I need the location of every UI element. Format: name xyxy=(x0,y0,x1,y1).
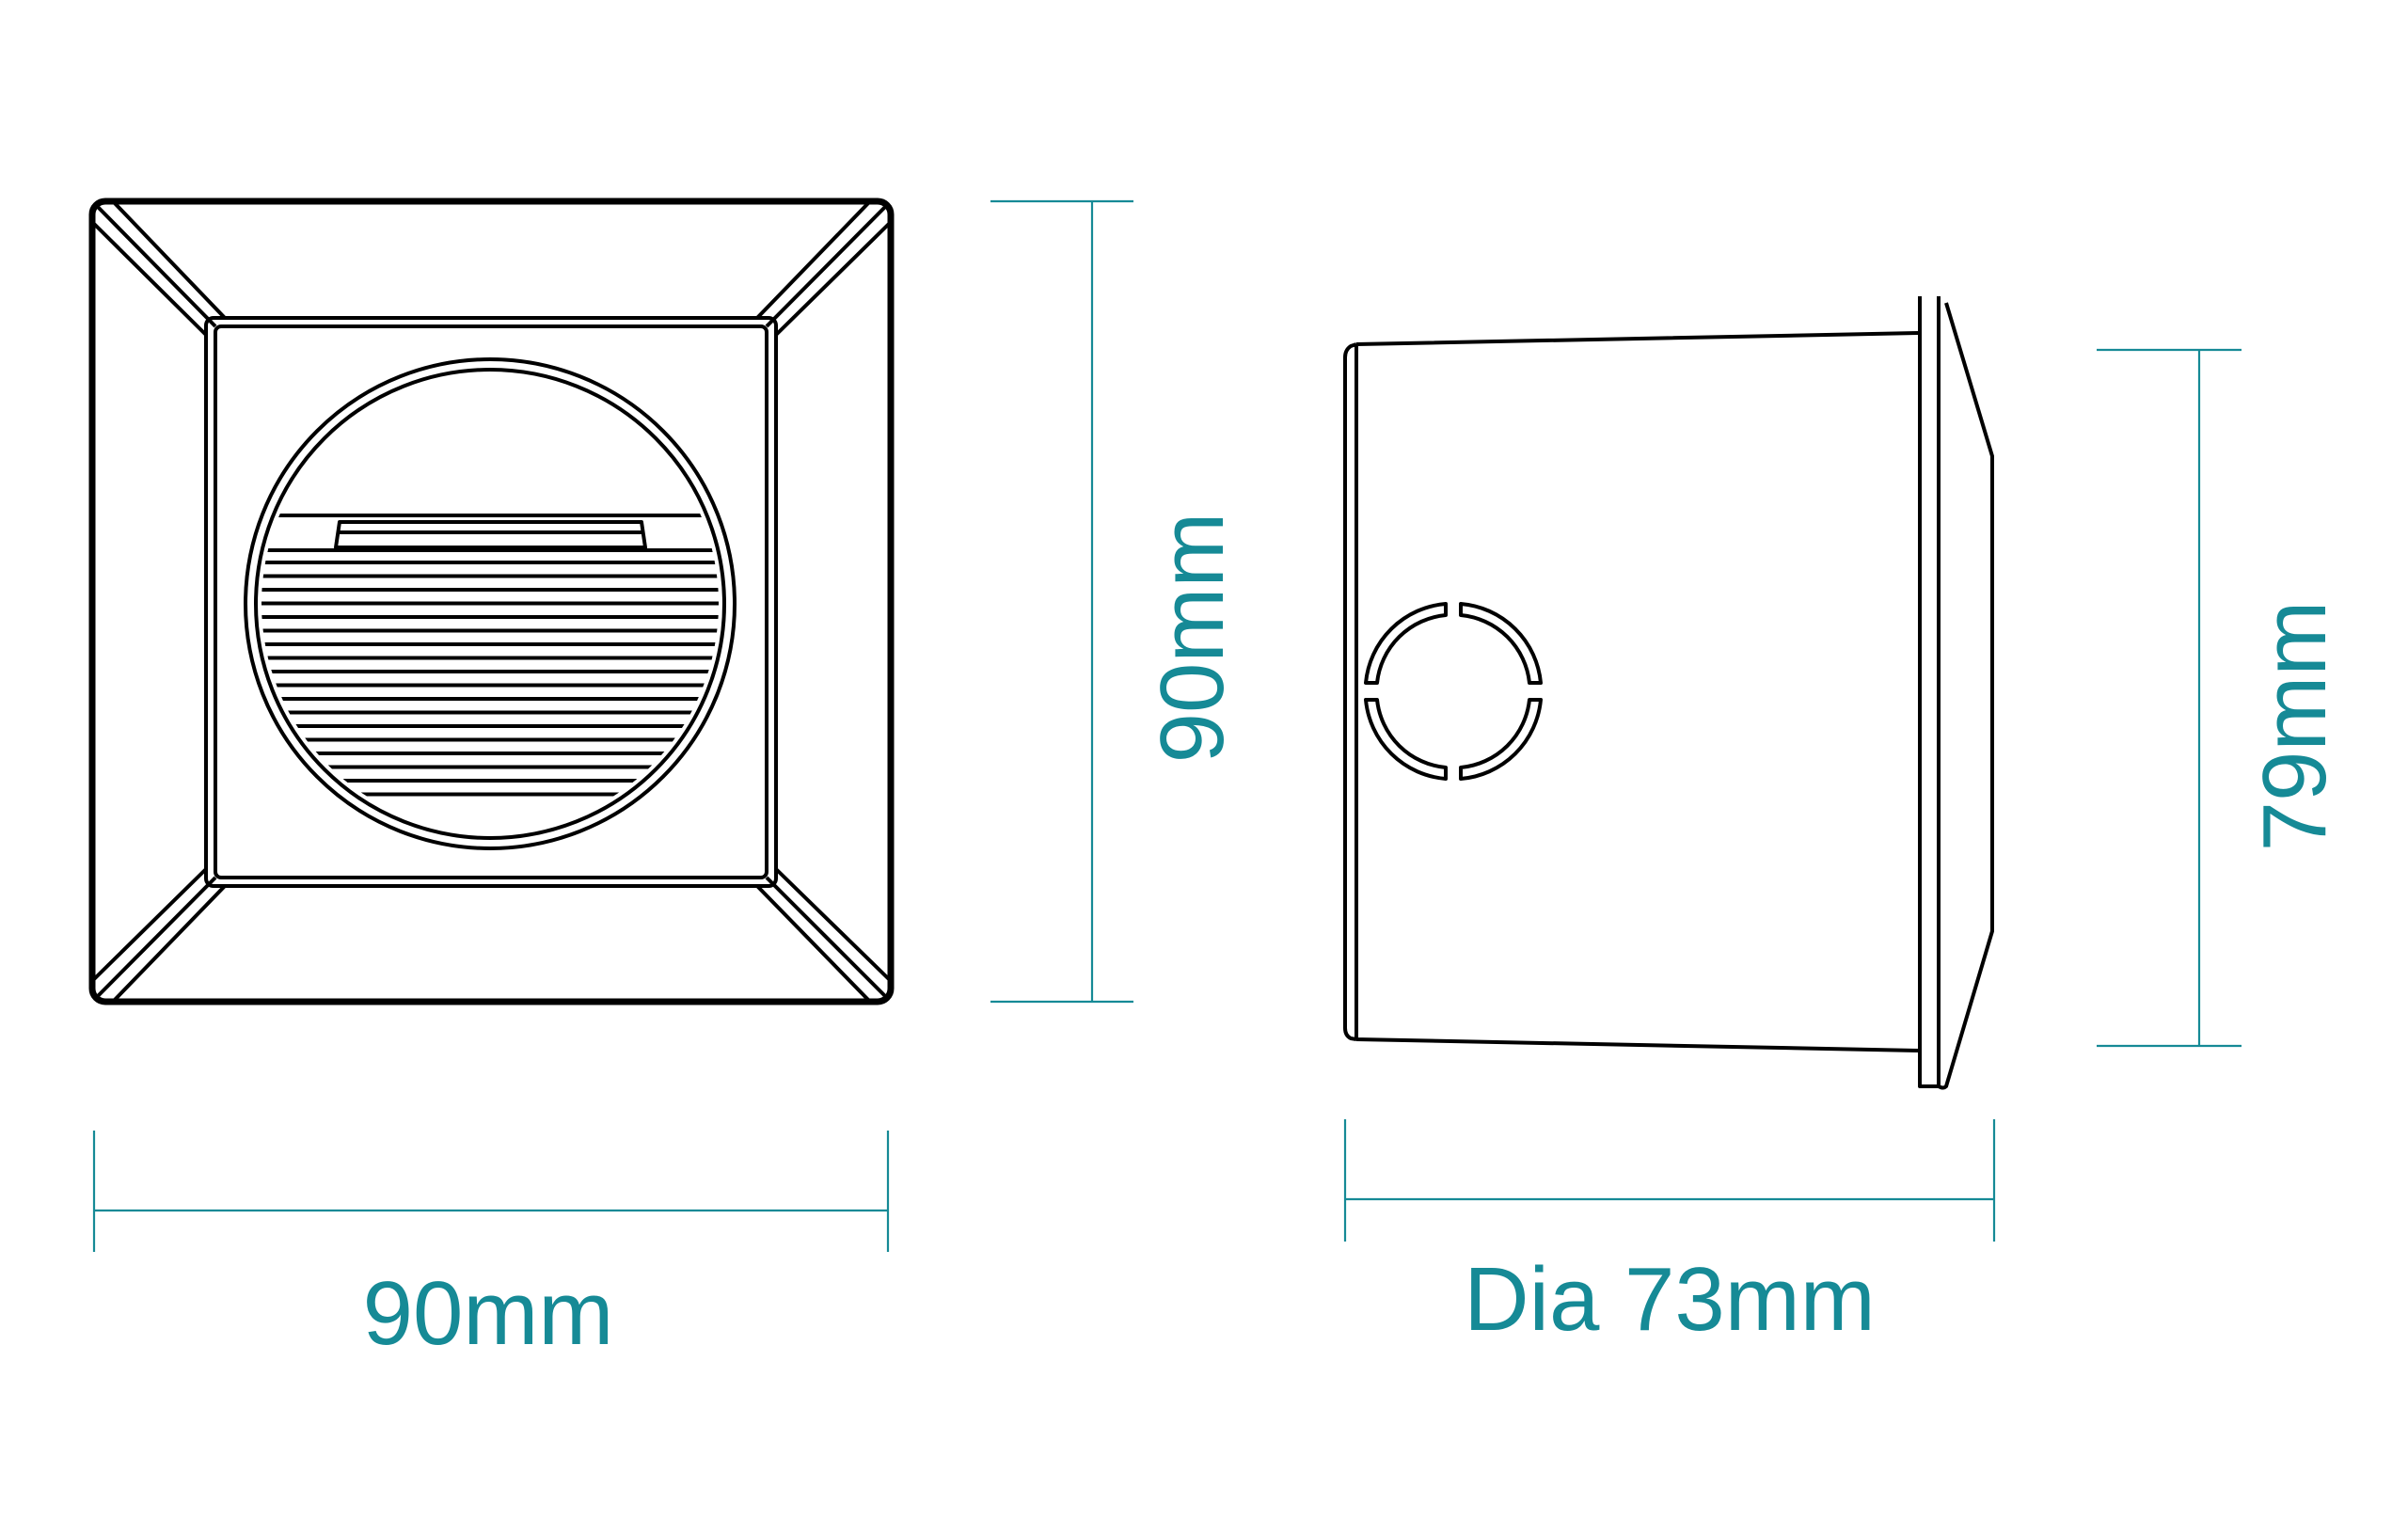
front-width-label: 90mm xyxy=(363,1263,614,1364)
outer-frame xyxy=(88,198,895,1005)
front-view xyxy=(88,198,895,1005)
inner-frame xyxy=(204,316,778,888)
housing-body xyxy=(1343,331,1921,1052)
side-height-dimension: 79mm xyxy=(2097,348,2345,1048)
front-height-dimension: 90mm xyxy=(990,199,1243,1004)
louvre xyxy=(261,514,719,797)
lens-profile xyxy=(1937,302,1994,1090)
flange xyxy=(1918,296,1941,1088)
side-height-label: 79mm xyxy=(2244,601,2345,852)
side-diameter-label: Dia 73mm xyxy=(1464,1249,1875,1350)
front-width-dimension: 90mm xyxy=(92,1131,890,1364)
front-height-label: 90mm xyxy=(1142,513,1243,764)
lens-outer-ring xyxy=(244,357,737,850)
led-window xyxy=(334,520,647,549)
bevel-corners xyxy=(90,199,893,1004)
inner-frame-lip xyxy=(214,324,768,879)
side-view xyxy=(1343,296,1994,1090)
cable-knockout xyxy=(1364,602,1543,781)
lens-inner-ring xyxy=(254,368,726,840)
side-diameter-dimension: Dia 73mm xyxy=(1343,1119,1996,1350)
